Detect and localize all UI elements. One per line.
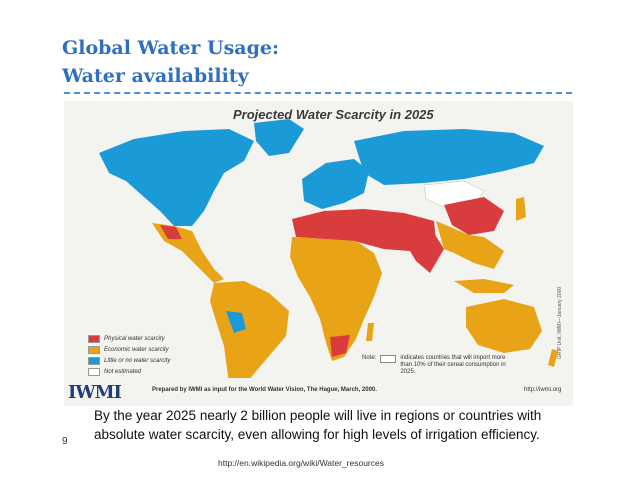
australia-region (466, 299, 542, 353)
europe-region (302, 159, 369, 209)
map-title: Projected Water Scarcity in 2025 (233, 107, 434, 122)
note-label: Note: (362, 355, 377, 361)
new-zealand-region (548, 349, 558, 367)
note-text: indicates countries that will import mor… (400, 355, 506, 375)
north-america-region (99, 129, 254, 226)
source-link[interactable]: http://en.wikipedia.org/wiki/Water_resou… (218, 458, 384, 468)
slide-number: 9 (62, 436, 68, 447)
iwmi-logo: IWMI (68, 382, 122, 403)
southeast-asia-region (436, 221, 504, 269)
map-footer: IWMI Prepared by IWMI as input for the W… (64, 378, 573, 406)
legend-swatch (88, 356, 100, 365)
legend-item-not-estimated: Not estimated (88, 366, 170, 377)
title-line-1: Global Water Usage: (62, 37, 279, 59)
water-scarcity-map: Projected Water Scarcity in 2025 Physica… (64, 101, 573, 406)
china-physical (444, 197, 504, 235)
south-africa-physical (330, 335, 350, 357)
slide-caption: By the year 2025 nearly 2 billion people… (94, 408, 542, 442)
central-america-region (152, 223, 224, 283)
legend-swatch (88, 334, 100, 343)
world-map-graphic (99, 119, 558, 401)
map-side-credit: GRIP Unit, IWMI—January 2000 (557, 286, 563, 359)
legend-label: Not estimated (104, 368, 142, 375)
africa-region (290, 237, 382, 361)
mena-region (292, 209, 436, 251)
title-line-2: Water availability (62, 65, 249, 87)
legend-item-physical: Physical water scarcity (88, 333, 170, 344)
japan-region (516, 197, 526, 221)
mexico-physical (160, 225, 182, 239)
south-america-region (210, 281, 289, 401)
indonesia-region (454, 279, 514, 293)
madagascar-region (366, 323, 374, 341)
map-legend: Physical water scarcity Economic water s… (88, 333, 170, 377)
legend-item-economic: Economic water scarcity (88, 344, 170, 355)
map-note: Note: indicates countries that will impo… (362, 355, 510, 376)
south-america-blue (226, 311, 246, 333)
slide-title: Global Water Usage: Water availability (62, 34, 279, 90)
india-physical (404, 233, 444, 273)
iwmi-url: http://iwmi.org (524, 387, 562, 393)
legend-label: Physical water scarcity (104, 335, 165, 342)
legend-swatch (88, 345, 100, 354)
greenland-region (254, 119, 304, 156)
north-asia-region (354, 129, 544, 185)
legend-label: Little or no water scarcity (104, 357, 171, 364)
legend-item-little: Little or no water scarcity (88, 355, 170, 366)
legend-label: Economic water scarcity (104, 346, 169, 353)
note-swatch (380, 355, 397, 363)
prepared-by-text: Prepared by IWMI as input for the World … (152, 387, 377, 393)
legend-swatch (88, 367, 100, 376)
title-divider (64, 92, 572, 94)
